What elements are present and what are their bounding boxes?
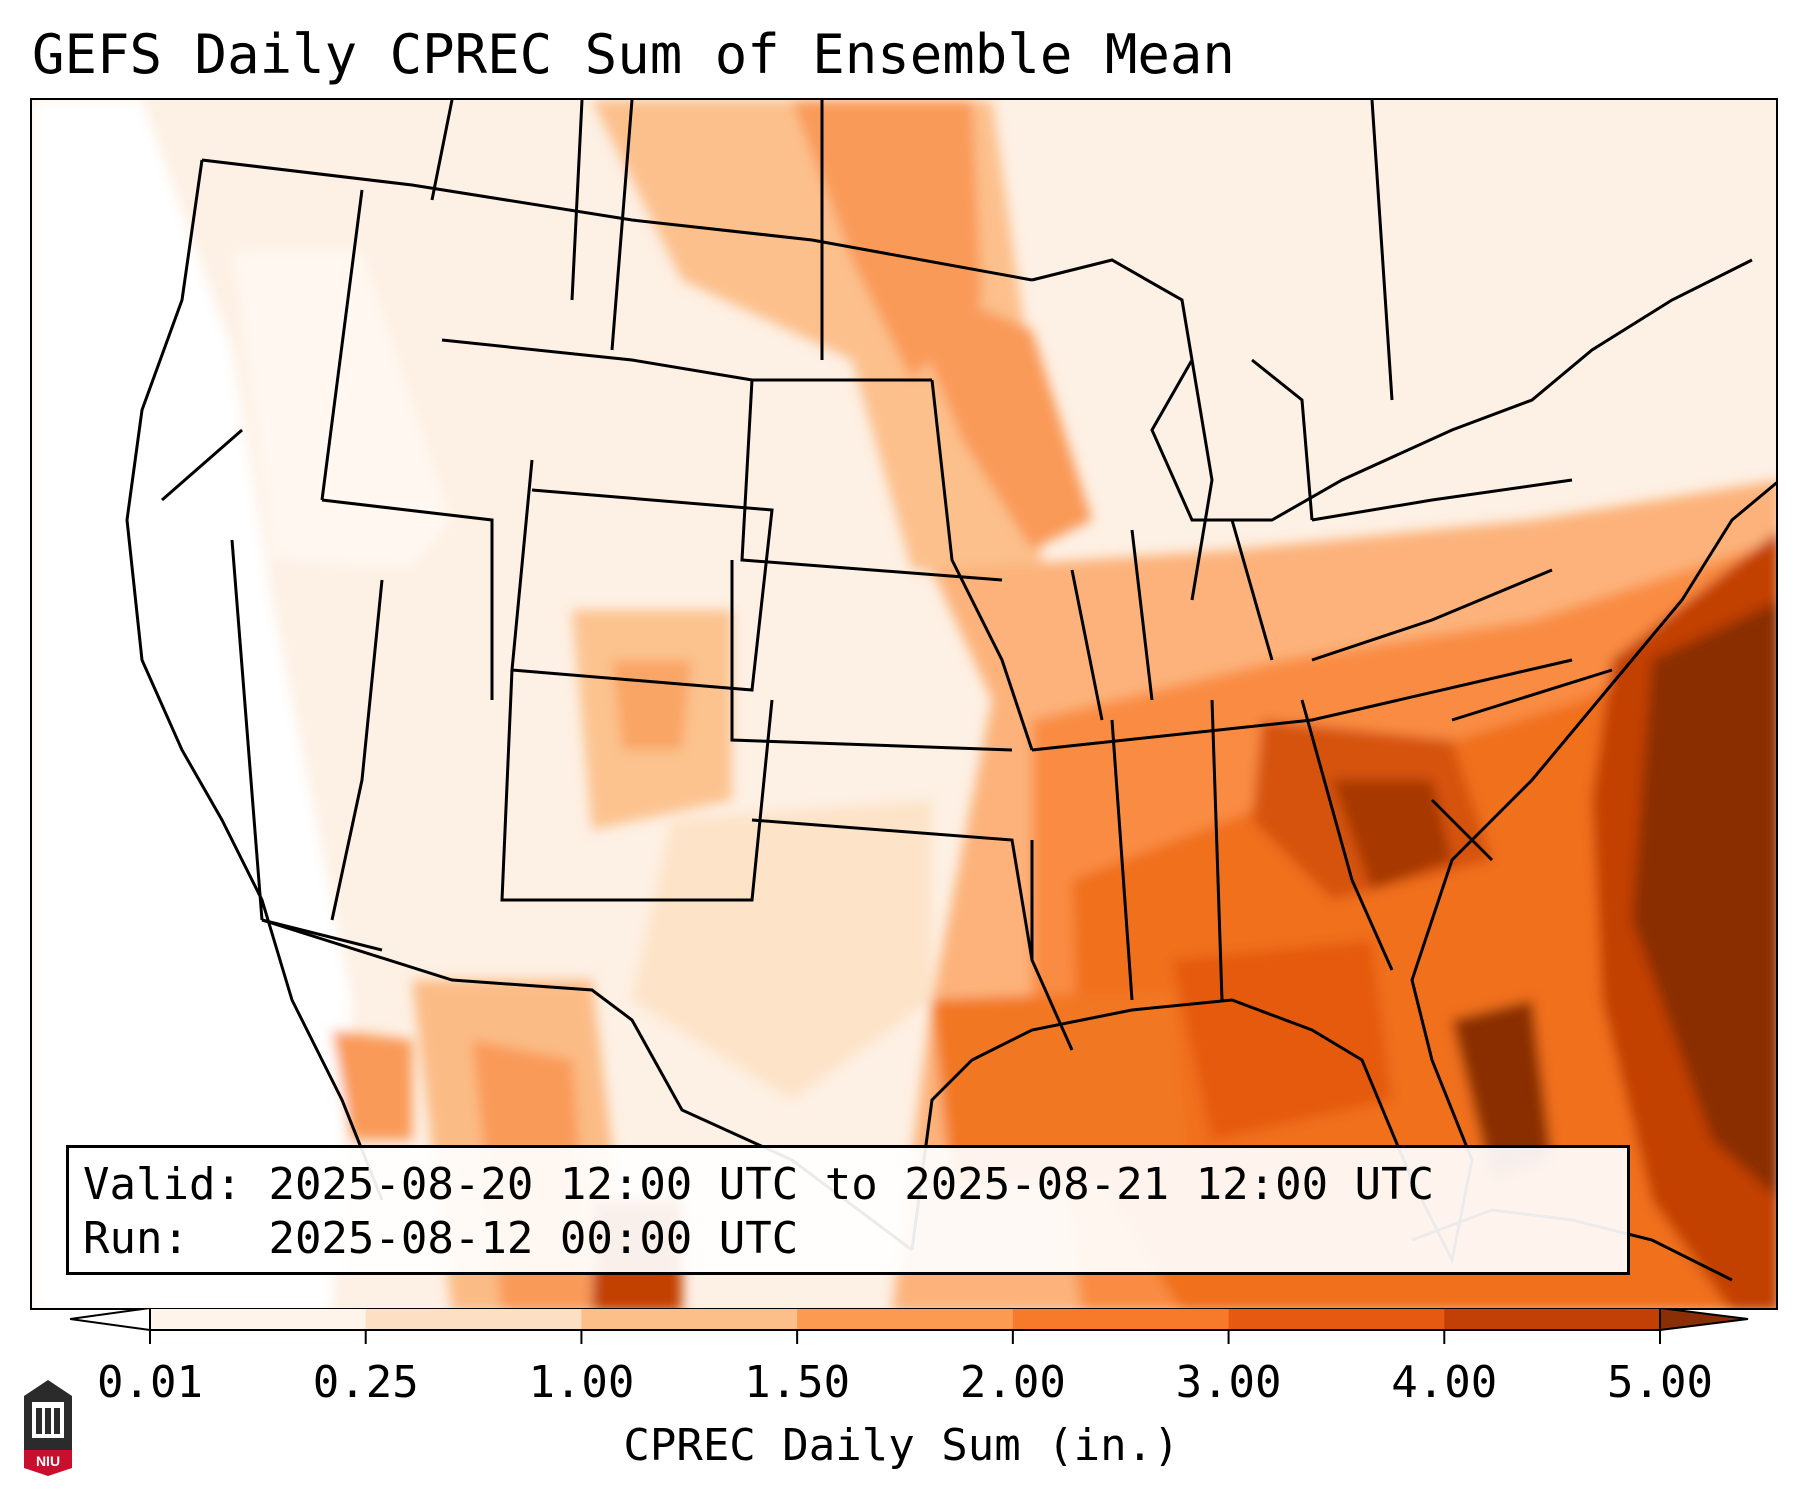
- colorbar-tick-label: 1.00: [528, 1357, 635, 1408]
- run-value: 2025-08-12 00:00 UTC: [268, 1213, 799, 1264]
- colorbar-label: CPREC Daily Sum (in.): [623, 1420, 1180, 1471]
- colorbar-tick-label: 5.00: [1607, 1357, 1713, 1408]
- valid-label: Valid:: [83, 1159, 242, 1210]
- run-label: Run:: [83, 1213, 189, 1264]
- colorbar-tick-label: 2.00: [959, 1357, 1066, 1408]
- colorbar-segment: [797, 1308, 1014, 1330]
- logo-text: NIU: [36, 1453, 60, 1469]
- valid-value: 2025-08-20 12:00 UTC to 2025-08-21 12:00…: [268, 1159, 1435, 1210]
- colorbar-segment: [1012, 1308, 1230, 1330]
- colorbar-ticks: [149, 1330, 1661, 1344]
- colorbar-extend-low: [70, 1308, 151, 1332]
- niu-logo: NIU: [24, 1380, 72, 1476]
- colorbar-segment: [1444, 1308, 1661, 1330]
- colorbar-segment: [1228, 1308, 1445, 1330]
- colorbar-segment: [581, 1308, 798, 1330]
- colorbar-tick-label: 4.00: [1391, 1357, 1498, 1408]
- colorbar-tick-label: 1.50: [744, 1357, 851, 1408]
- borders: [125, 100, 1776, 1282]
- colorbar-tick-label: 0.25: [312, 1357, 419, 1408]
- colorbar-segment: [365, 1308, 582, 1330]
- colorbar: [70, 1308, 1749, 1344]
- colorbar-extend-high: [1659, 1308, 1749, 1332]
- map-panel[interactable]: [30, 98, 1778, 1310]
- valid-run-info: Valid: 2025-08-20 12:00 UTC to 2025-08-2…: [66, 1145, 1630, 1275]
- colorbar-segments: [70, 1308, 1749, 1332]
- precip-map: [32, 100, 1776, 1308]
- colorbar-tick-label: 0.01: [97, 1357, 203, 1408]
- map-title: GEFS Daily CPREC Sum of Ensemble Mean: [32, 23, 1235, 86]
- colorbar-outline: [149, 1308, 1661, 1331]
- colorbar-tick-label: 3.00: [1175, 1357, 1282, 1408]
- colorbar-segment: [150, 1308, 367, 1330]
